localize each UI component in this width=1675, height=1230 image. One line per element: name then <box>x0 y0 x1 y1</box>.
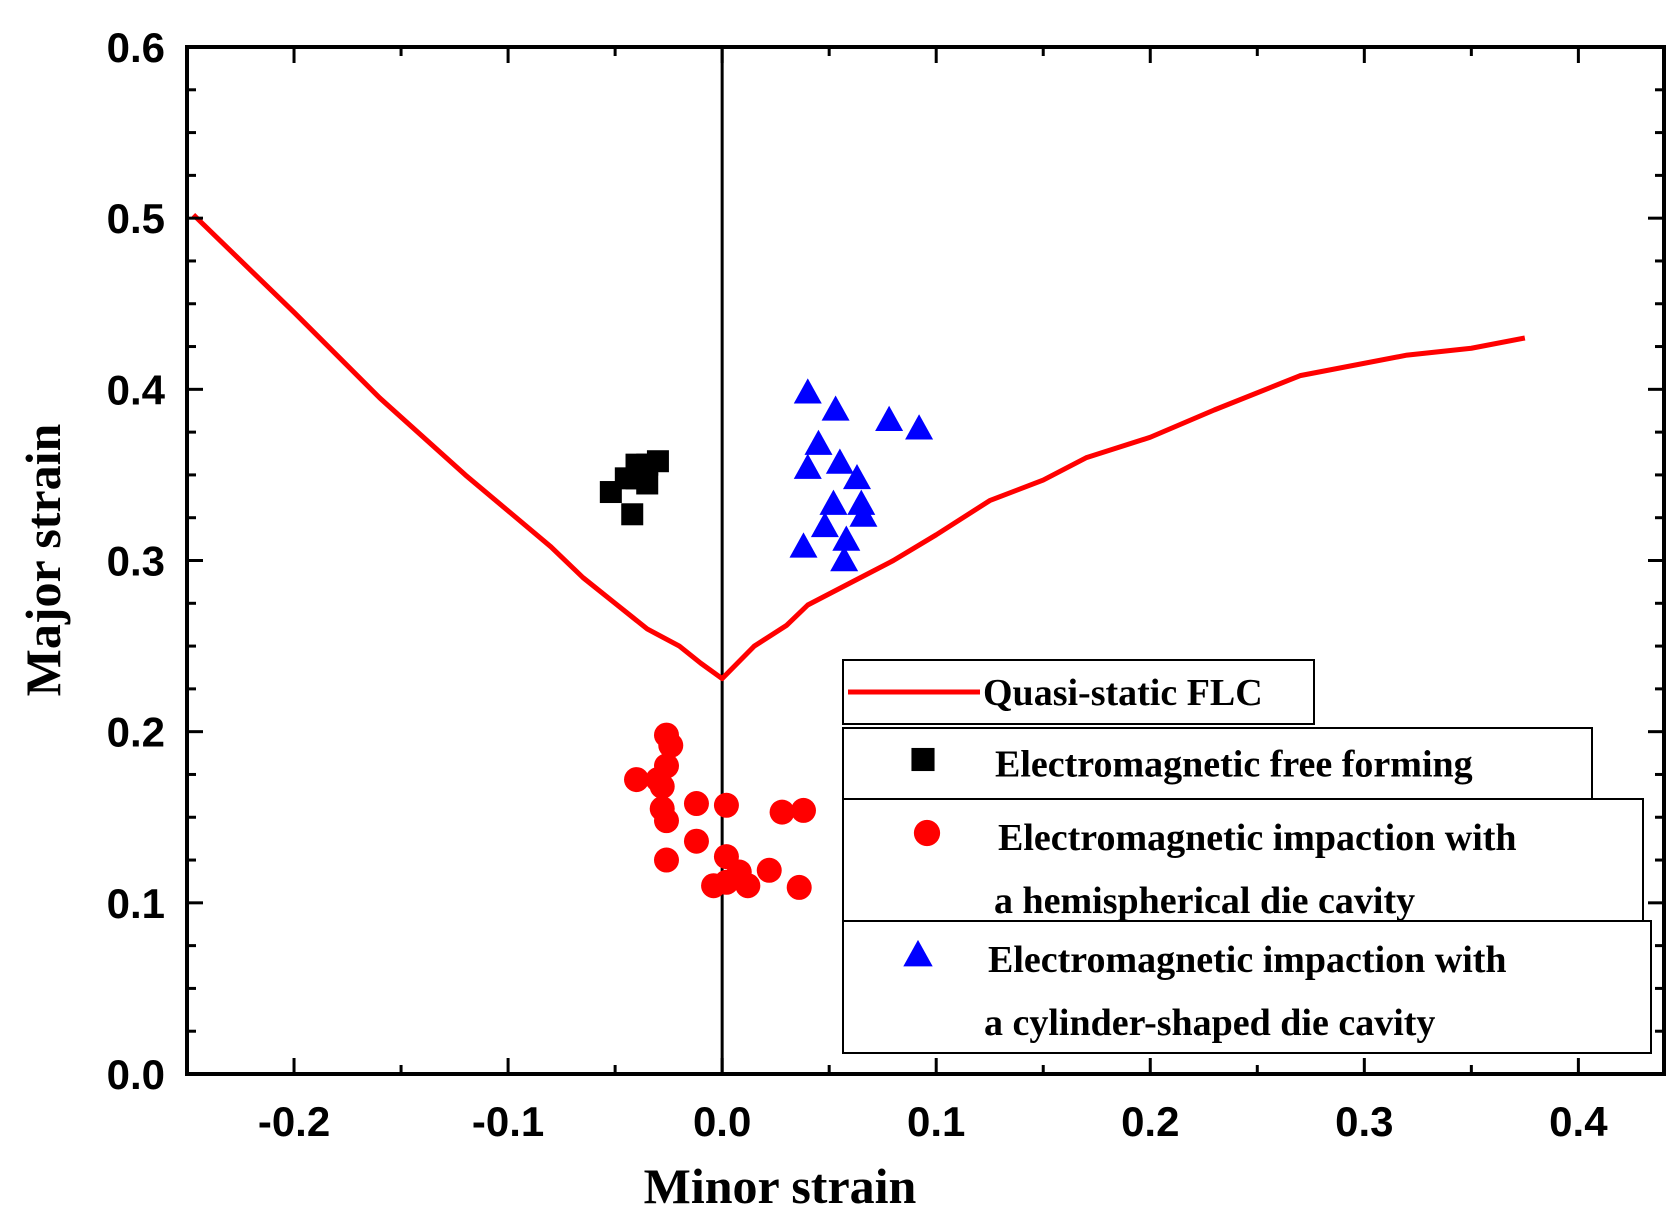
x-tick-label: 0.0 <box>693 1098 751 1145</box>
circle-data-point <box>653 808 679 834</box>
legend-label: Electromagnetic free forming <box>995 744 1473 786</box>
y-tick-label: 0.0 <box>107 1051 165 1098</box>
triangle-data-point <box>804 429 833 455</box>
square-data-point <box>629 460 652 483</box>
triangle-data-point <box>793 378 822 404</box>
x-tick-label: 0.2 <box>1121 1098 1179 1145</box>
triangle-data-point <box>905 414 934 440</box>
triangle-data-point <box>847 489 876 515</box>
ticks-layer: -0.2 -0.1 0.0 0.1 0.2 0.3 0.4 0.0 0.1 0.2 0.3 0.4 0.… <box>107 24 1664 1145</box>
circle-data-point <box>713 792 739 818</box>
legend-box <box>842 920 1652 1054</box>
x-axis-title: Minor strain <box>644 1158 917 1214</box>
legend-circle-swatch <box>913 819 941 847</box>
circle-data-point <box>756 857 782 883</box>
circle-data-point <box>624 767 650 793</box>
x-tick-label: 0.1 <box>907 1098 965 1145</box>
y-tick-label: 0.5 <box>107 195 165 242</box>
y-tick-label: 0.4 <box>107 366 166 413</box>
y-tick-label: 0.6 <box>107 24 165 71</box>
triangle-data-point <box>789 532 818 558</box>
legend-label: Electromagnetic impaction with <box>988 939 1507 981</box>
flc-curve <box>191 212 1526 682</box>
legend-square-swatch <box>911 747 935 772</box>
circle-data-point <box>649 773 675 799</box>
y-tick-label: 0.1 <box>107 880 165 927</box>
circle-data-point <box>683 828 709 854</box>
legend-triangle-swatch <box>903 939 933 967</box>
x-tick-label: -0.2 <box>258 1098 330 1145</box>
legend-label: Electromagnetic impaction with <box>998 817 1517 859</box>
triangle-data-point <box>830 546 859 572</box>
legend-box <box>842 798 1644 922</box>
circle-data-point <box>735 873 761 899</box>
circle-data-point <box>653 847 679 873</box>
circle-data-point <box>769 799 795 825</box>
triangle-data-point <box>843 463 872 490</box>
square-data-point <box>621 503 644 526</box>
triangle-data-point <box>825 448 854 474</box>
triangle-data-point <box>819 489 848 515</box>
y-axis-title: Major strain <box>15 423 71 696</box>
y-tick-label: 0.2 <box>107 709 165 756</box>
circle-data-point <box>713 869 739 895</box>
triangle-data-point <box>810 511 839 538</box>
x-tick-label: -0.1 <box>472 1098 544 1145</box>
legend-label: Quasi-static FLC <box>983 672 1263 714</box>
square-data-point <box>646 450 669 473</box>
circle-data-point <box>653 753 679 779</box>
triangle-data-point <box>875 405 904 431</box>
circle-data-point <box>658 732 684 758</box>
circle-data-point <box>683 791 709 817</box>
legend-label: a cylinder-shaped die cavity <box>984 1002 1435 1044</box>
legend: Quasi-static FLC Electromagnetic free for… <box>842 659 1652 1054</box>
circle-data-point <box>786 874 812 900</box>
x-tick-label: 0.3 <box>1335 1098 1393 1145</box>
legend-label: a hemispherical die cavity <box>994 880 1415 922</box>
triangle-data-point <box>849 501 878 527</box>
triangle-data-point <box>821 395 850 421</box>
y-tick-label: 0.3 <box>107 538 165 585</box>
series-layer <box>191 212 1526 900</box>
triangle-data-point <box>832 525 861 551</box>
circle-data-point <box>790 797 816 823</box>
triangle-data-point <box>793 453 822 479</box>
x-tick-label: 0.4 <box>1549 1098 1608 1145</box>
